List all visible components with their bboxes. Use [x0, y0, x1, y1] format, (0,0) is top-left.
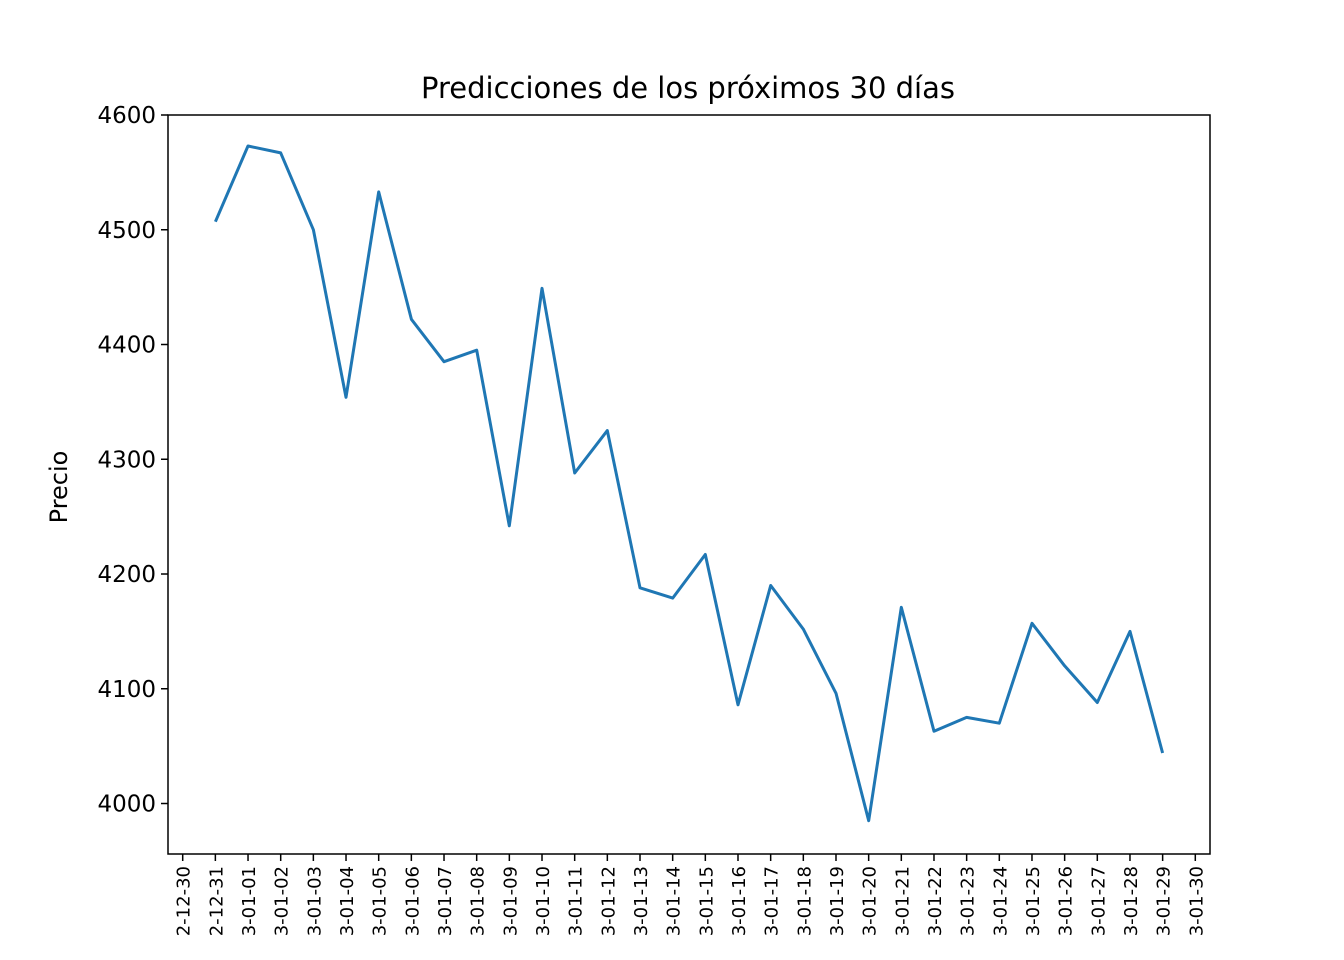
x-tick-label: 3-01-30	[1186, 866, 1207, 936]
x-tick-label: 3-01-22	[925, 866, 946, 936]
y-tick-label: 4300	[97, 447, 156, 473]
y-tick-label: 4000	[97, 792, 156, 818]
x-tick-label: 3-01-29	[1154, 866, 1175, 936]
y-tick-label: 4600	[97, 103, 156, 129]
prediction-series-line	[214, 144, 1165, 823]
x-tick-label: 3-01-26	[1056, 866, 1077, 936]
x-tick-label: 3-01-19	[827, 866, 848, 936]
x-tick-label: 3-01-03	[304, 866, 325, 936]
x-tick-label: 3-01-15	[696, 866, 717, 936]
x-tick-label: 3-01-05	[370, 866, 391, 936]
x-tick-label: 3-01-13	[631, 866, 652, 936]
y-axis-ticks: 4000 4100 4200 4300 4400 4500 4600	[97, 103, 168, 818]
x-tick-label: 3-01-25	[1023, 866, 1044, 936]
x-tick-label: 3-01-27	[1088, 866, 1109, 936]
x-tick-label: 3-01-11	[566, 866, 587, 936]
x-tick-label: 3-01-02	[272, 866, 293, 936]
x-tick-label: 3-01-21	[892, 866, 913, 936]
x-tick-label: 3-01-18	[794, 866, 815, 936]
x-tick-label: 3-01-07	[435, 866, 456, 936]
x-tick-label: 3-01-16	[729, 866, 750, 936]
x-tick-label: 2-12-30	[174, 866, 195, 936]
x-tick-label: 3-01-12	[598, 866, 619, 936]
plot-frame	[167, 114, 1211, 855]
x-tick-label: 3-01-23	[958, 866, 979, 936]
x-tick-label: 3-01-01	[239, 866, 260, 936]
x-tick-label: 3-01-28	[1121, 866, 1142, 936]
x-tick-label: 3-01-17	[762, 866, 783, 936]
x-tick-label: 3-01-08	[468, 866, 489, 936]
x-axis-ticks: 2-12-30 2-12-31 3-01-01 3-01-02 3-01-03 3-01-…	[174, 854, 1207, 936]
y-tick-label: 4400	[97, 333, 156, 359]
y-tick-label: 4100	[97, 677, 156, 703]
x-tick-label: 3-01-24	[990, 866, 1011, 936]
x-tick-label: 2-12-31	[206, 866, 227, 936]
x-tick-label: 3-01-09	[500, 866, 521, 936]
x-tick-label: 3-01-14	[664, 866, 685, 936]
y-tick-label: 4500	[97, 218, 156, 244]
y-axis-label: Precio	[45, 451, 73, 524]
y-tick-label: 4200	[97, 562, 156, 588]
chart-title: Predicciones de los próximos 30 días	[421, 71, 955, 105]
x-tick-label: 3-01-20	[860, 866, 881, 936]
x-tick-label: 3-01-10	[533, 866, 554, 936]
x-tick-label: 3-01-06	[402, 866, 423, 936]
x-tick-label: 3-01-04	[337, 866, 358, 936]
